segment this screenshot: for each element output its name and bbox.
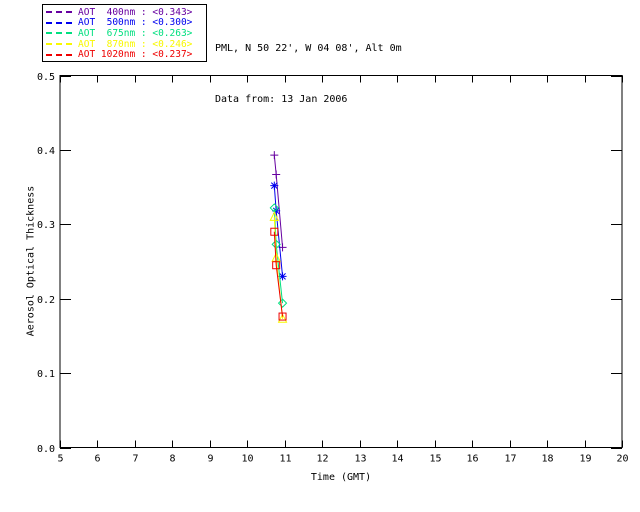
data-date: Data from: 13 Jan 2006 — [215, 94, 348, 105]
legend-label-675nm: AOT 675nm : <0.263> — [78, 27, 193, 39]
legend-row: AOT 675nm : <0.263> — [46, 28, 206, 39]
legend-row: AOT 870nm : <0.246> — [46, 39, 206, 50]
svg-text:11: 11 — [279, 454, 291, 465]
svg-text:0.4: 0.4 — [37, 146, 55, 157]
legend-row: AOT 500nm : <0.300> — [46, 17, 206, 29]
legend-row: AOT 1020nm : <0.237> — [46, 49, 206, 60]
svg-text:5: 5 — [57, 454, 63, 465]
svg-text:14: 14 — [391, 454, 403, 465]
svg-text:15: 15 — [429, 454, 441, 465]
x-axis-title: Time (GMT) — [310, 472, 372, 483]
svg-text:0.2: 0.2 — [37, 295, 55, 306]
svg-text:12: 12 — [316, 454, 328, 465]
svg-text:17: 17 — [504, 454, 516, 465]
svg-text:16: 16 — [466, 454, 478, 465]
svg-text:0.5: 0.5 — [37, 72, 55, 83]
svg-text:9: 9 — [207, 454, 213, 465]
svg-text:20: 20 — [616, 454, 628, 465]
svg-text:0.1: 0.1 — [37, 369, 55, 380]
legend-line-sample-icon — [46, 21, 73, 24]
legend-line-sample-icon — [46, 43, 73, 46]
svg-text:10: 10 — [241, 454, 253, 465]
legend-line-sample-icon — [46, 53, 73, 56]
y-axis-title: Aerosol Optical Thickness — [25, 185, 37, 337]
svg-text:13: 13 — [354, 454, 366, 465]
legend-line-sample-icon — [46, 11, 73, 14]
legend-label-400nm: AOT 400nm : <0.343> — [78, 6, 193, 18]
header: PML, N 50 22', W 04 08', Alt 0m Data fro… — [215, 6, 402, 125]
legend: AOT 400nm : <0.343> AOT 500nm : <0.300> … — [42, 4, 207, 62]
legend-label-1020nm: AOT 1020nm : <0.237> — [78, 49, 193, 61]
svg-text:6: 6 — [94, 454, 100, 465]
svg-text:0.0: 0.0 — [37, 444, 55, 455]
svg-text:19: 19 — [579, 454, 591, 465]
svg-text:8: 8 — [169, 454, 175, 465]
station-title: PML, N 50 22', W 04 08', Alt 0m — [215, 43, 402, 54]
legend-label-870nm: AOT 870nm : <0.246> — [78, 38, 193, 50]
legend-row: AOT 400nm : <0.343> — [46, 7, 206, 18]
svg-text:0.3: 0.3 — [37, 220, 55, 231]
legend-label-500nm: AOT 500nm : <0.300> — [78, 17, 193, 29]
legend-line-sample-icon — [46, 32, 73, 35]
svg-text:7: 7 — [132, 454, 138, 465]
svg-text:18: 18 — [541, 454, 553, 465]
